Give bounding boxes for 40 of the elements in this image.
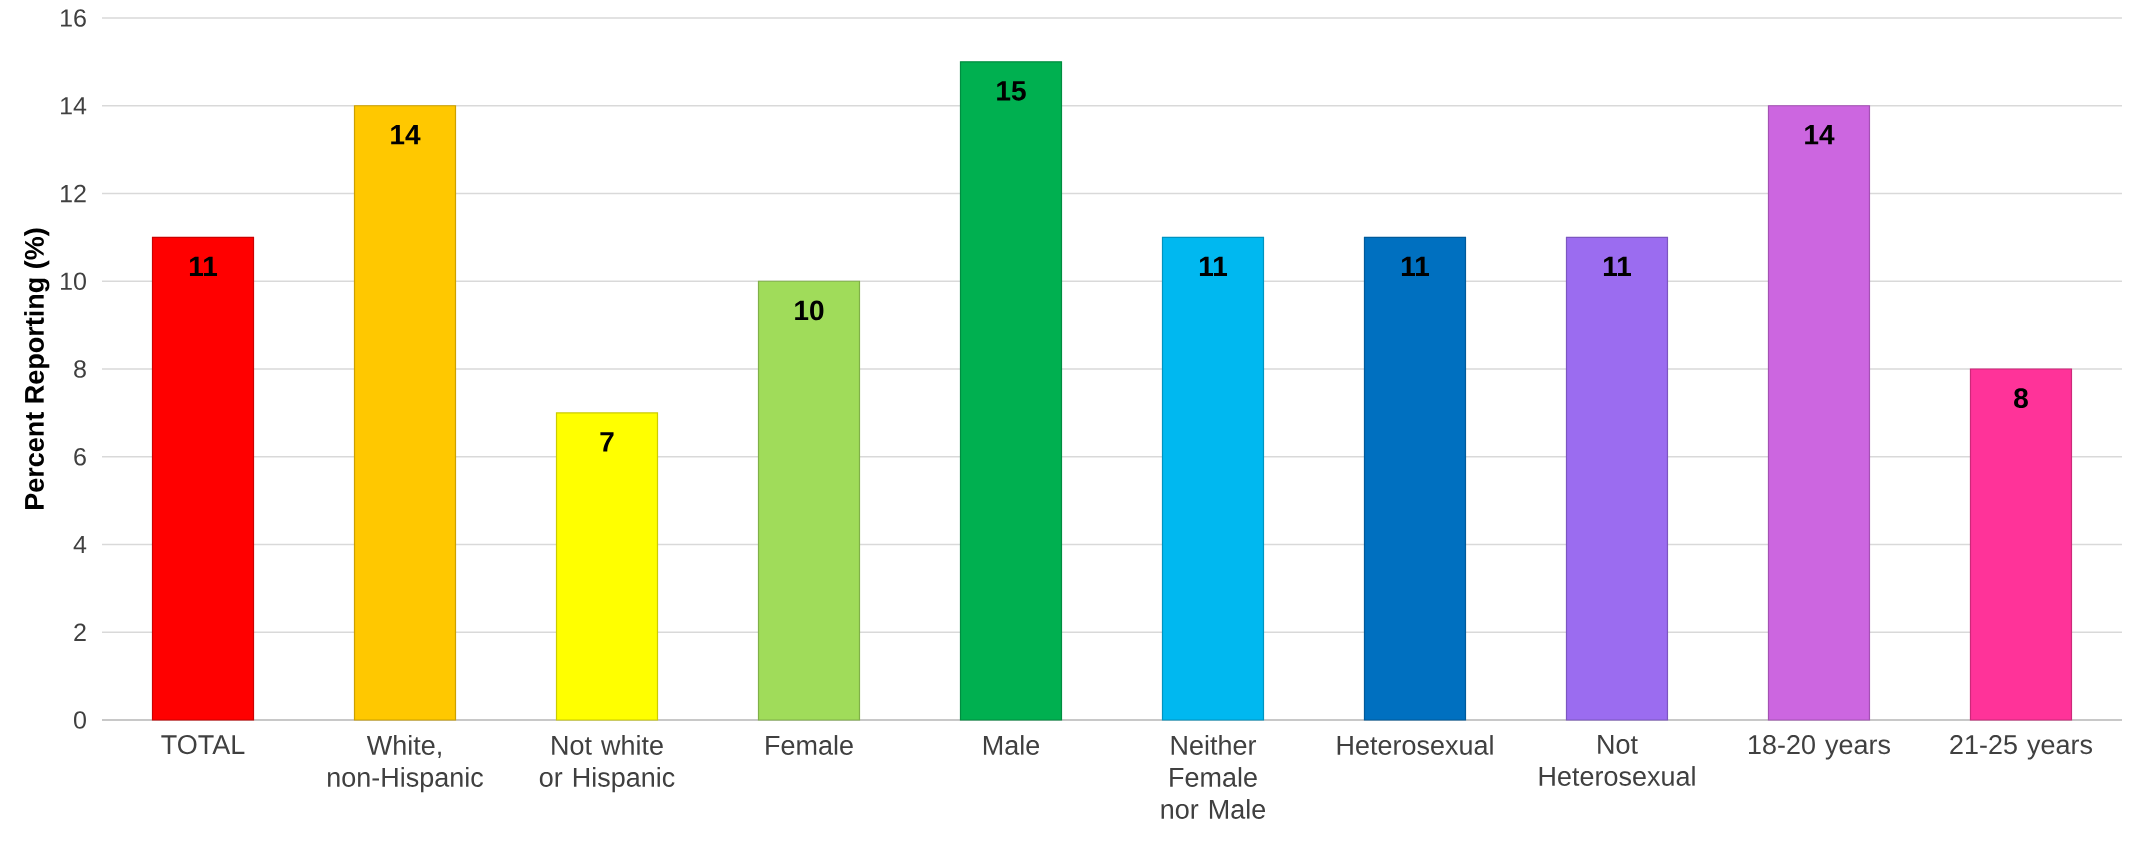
y-tick-label: 12 (61, 184, 86, 203)
x-tick-label: Not Heterosexual (1539, 735, 1695, 786)
data-label: 14 (391, 125, 421, 145)
y-tick-label: 4 (73, 535, 87, 554)
data-label: 15 (997, 81, 1026, 101)
bar (151, 236, 255, 721)
bar (1969, 368, 2073, 721)
x-tick-label: 18-20 years (1749, 735, 1890, 760)
x-tick-label: Female (766, 735, 853, 755)
y-axis-title: Percent Reporting (%) (24, 228, 50, 509)
y-tick-label: 6 (74, 447, 86, 466)
bar (1767, 105, 1871, 721)
bar (555, 412, 659, 721)
data-label: 11 (189, 256, 218, 276)
bar (1565, 236, 1669, 721)
bar (1363, 236, 1467, 721)
x-tick-label: Not white or Hispanic (539, 735, 675, 793)
y-tick-label: 16 (61, 9, 86, 27)
x-tick-label: Heterosexual (1337, 735, 1493, 755)
y-tick-label: 2 (74, 623, 86, 641)
data-label: 8 (2014, 388, 2028, 409)
x-tick-label: White, non-Hispanic (328, 735, 484, 793)
y-tick-label: 0 (74, 711, 86, 729)
x-tick-label: Male (983, 735, 1040, 755)
y-tick-label: 10 (61, 272, 86, 291)
x-tick-label: Neither Female nor Male (1161, 735, 1266, 819)
y-tick-label: 14 (61, 97, 87, 115)
data-label: 11 (1199, 256, 1228, 276)
data-label: 14 (1805, 125, 1835, 145)
data-label: 10 (795, 300, 824, 321)
bar (1161, 236, 1265, 721)
bar (353, 105, 457, 721)
data-label: 7 (600, 432, 614, 452)
y-tick-label: 8 (74, 360, 86, 378)
bar (757, 280, 861, 721)
data-label: 11 (1603, 256, 1632, 276)
data-label: 11 (1401, 256, 1430, 276)
x-tick-label: 21-25 years (1950, 735, 2092, 760)
bar (959, 61, 1063, 721)
x-tick-label: TOTAL (161, 735, 245, 755)
